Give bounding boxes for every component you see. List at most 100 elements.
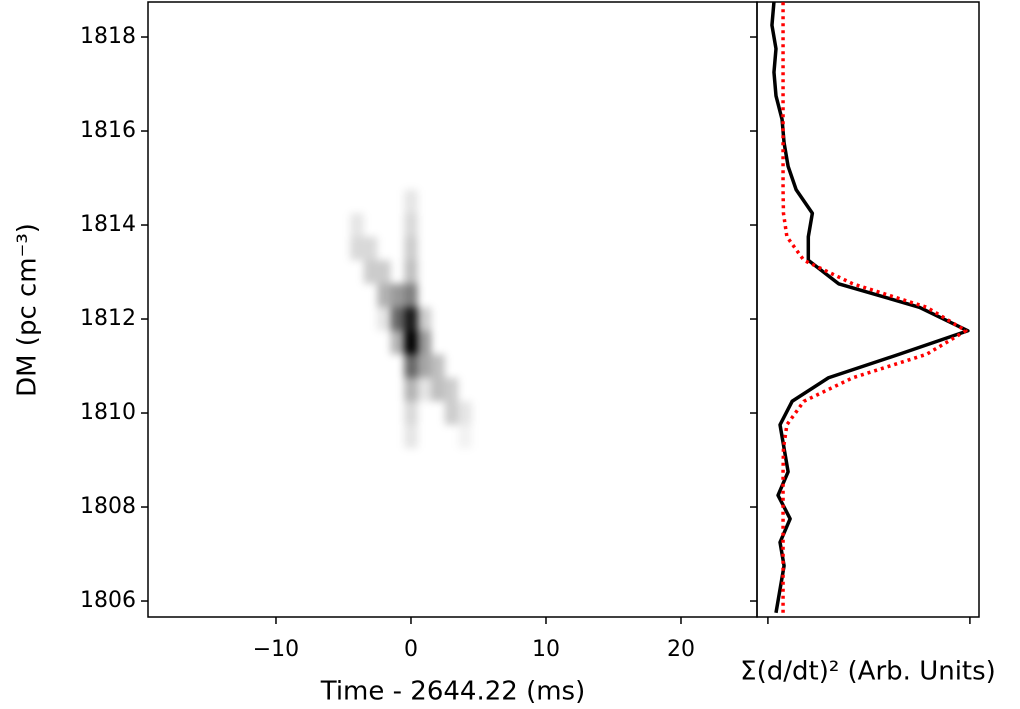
heat-cell xyxy=(364,190,378,214)
x-axis-label: Time - 2644.22 (ms) xyxy=(320,677,585,707)
heat-cell xyxy=(417,354,432,378)
heat-cell xyxy=(391,354,405,378)
heat-cell xyxy=(364,401,378,425)
y-tick-label: 1818 xyxy=(80,24,136,49)
x-tick-label: 10 xyxy=(532,637,560,662)
heat-cell xyxy=(364,378,378,402)
heat-cell xyxy=(445,354,459,378)
heat-cell xyxy=(417,330,432,355)
profile-x-label: Σ(d/dt)² (Arb. Units) xyxy=(740,657,996,687)
heat-cell xyxy=(431,354,445,378)
heat-cell xyxy=(445,213,459,237)
heat-cell xyxy=(364,213,378,237)
heat-cell xyxy=(391,378,405,402)
heat-cell xyxy=(418,260,432,284)
heat-cell xyxy=(404,236,418,261)
x-tick-label: 0 xyxy=(404,637,418,662)
heat-cell xyxy=(404,283,418,308)
y-axis-label: DM (pc cm⁻³) xyxy=(13,223,43,397)
heat-cell xyxy=(377,307,391,331)
heat-cell xyxy=(431,377,445,402)
heat-cell xyxy=(350,401,364,425)
heat-cell xyxy=(350,331,364,355)
heat-cell xyxy=(404,213,418,237)
heat-cell xyxy=(458,307,472,331)
heat-cell xyxy=(445,284,459,308)
heat-cell xyxy=(418,190,432,214)
heat-cell xyxy=(404,260,418,284)
heat-cell xyxy=(350,260,364,284)
heat-cell xyxy=(404,377,418,402)
heat-cell xyxy=(390,283,405,308)
heat-cell xyxy=(363,260,378,284)
heat-cell xyxy=(404,189,418,214)
y-tick-label: 1808 xyxy=(80,494,136,519)
heat-cell xyxy=(391,425,405,449)
heat-cell xyxy=(377,237,391,261)
heat-cell xyxy=(458,354,472,378)
x-tick-label: −10 xyxy=(253,637,299,662)
heat-cell xyxy=(431,401,445,425)
heat-cell xyxy=(431,190,445,214)
heat-cell xyxy=(390,307,405,331)
y-tick-label: 1816 xyxy=(80,118,136,143)
heat-cell xyxy=(458,213,472,237)
heat-cell xyxy=(377,213,391,237)
heat-cell xyxy=(458,378,472,402)
heat-cell xyxy=(364,307,378,331)
heat-cell xyxy=(431,260,445,284)
heat-cell xyxy=(431,425,445,449)
heat-cell xyxy=(418,284,432,308)
y-tick-label: 1812 xyxy=(80,306,136,331)
heat-cell xyxy=(377,283,391,308)
heat-cell xyxy=(391,260,405,284)
heat-cell xyxy=(350,378,364,402)
heat-cell xyxy=(418,213,432,237)
heat-cell xyxy=(350,190,364,214)
x-tick-label: 20 xyxy=(667,637,695,662)
heat-cell xyxy=(431,284,445,308)
heat-cell xyxy=(364,354,378,378)
heat-cell xyxy=(417,307,432,331)
heat-cell xyxy=(445,190,459,214)
heat-cell xyxy=(445,331,459,355)
y-tick-label: 1810 xyxy=(80,400,136,425)
heat-cell xyxy=(445,307,459,331)
heat-cell xyxy=(391,401,405,425)
heat-cell xyxy=(350,425,364,449)
heat-cell xyxy=(445,260,459,284)
heat-cell xyxy=(431,331,445,355)
heat-cell xyxy=(445,425,459,449)
heat-cell xyxy=(458,260,472,284)
heat-cell xyxy=(404,424,418,449)
heat-cell xyxy=(431,213,445,237)
heat-cell xyxy=(404,307,418,331)
heat-cell xyxy=(364,284,378,308)
heat-cell xyxy=(445,237,459,261)
heat-cell xyxy=(377,354,391,378)
heat-cell xyxy=(390,330,405,355)
heat-cell xyxy=(391,237,405,261)
heat-cell xyxy=(418,425,432,449)
y-tick-label: 1814 xyxy=(80,212,136,237)
profile-line xyxy=(781,2,968,613)
heat-cell xyxy=(377,378,391,402)
heat-cell xyxy=(404,401,418,425)
heat-cell xyxy=(458,190,472,214)
heat-cell xyxy=(458,401,472,425)
heat-cell xyxy=(377,260,391,284)
heat-cell xyxy=(377,331,391,355)
profile-line xyxy=(770,2,970,614)
heat-cell xyxy=(444,401,459,425)
heat-cell xyxy=(364,331,378,355)
profile-frame xyxy=(756,1,980,618)
heatmap xyxy=(350,189,472,449)
heat-cell xyxy=(444,377,459,402)
heat-cell xyxy=(391,190,405,214)
heat-cell xyxy=(350,354,364,378)
y-tick-label: 1806 xyxy=(80,588,136,613)
heat-cell xyxy=(404,330,418,355)
heat-cell xyxy=(431,307,445,331)
heat-cell xyxy=(417,377,432,402)
